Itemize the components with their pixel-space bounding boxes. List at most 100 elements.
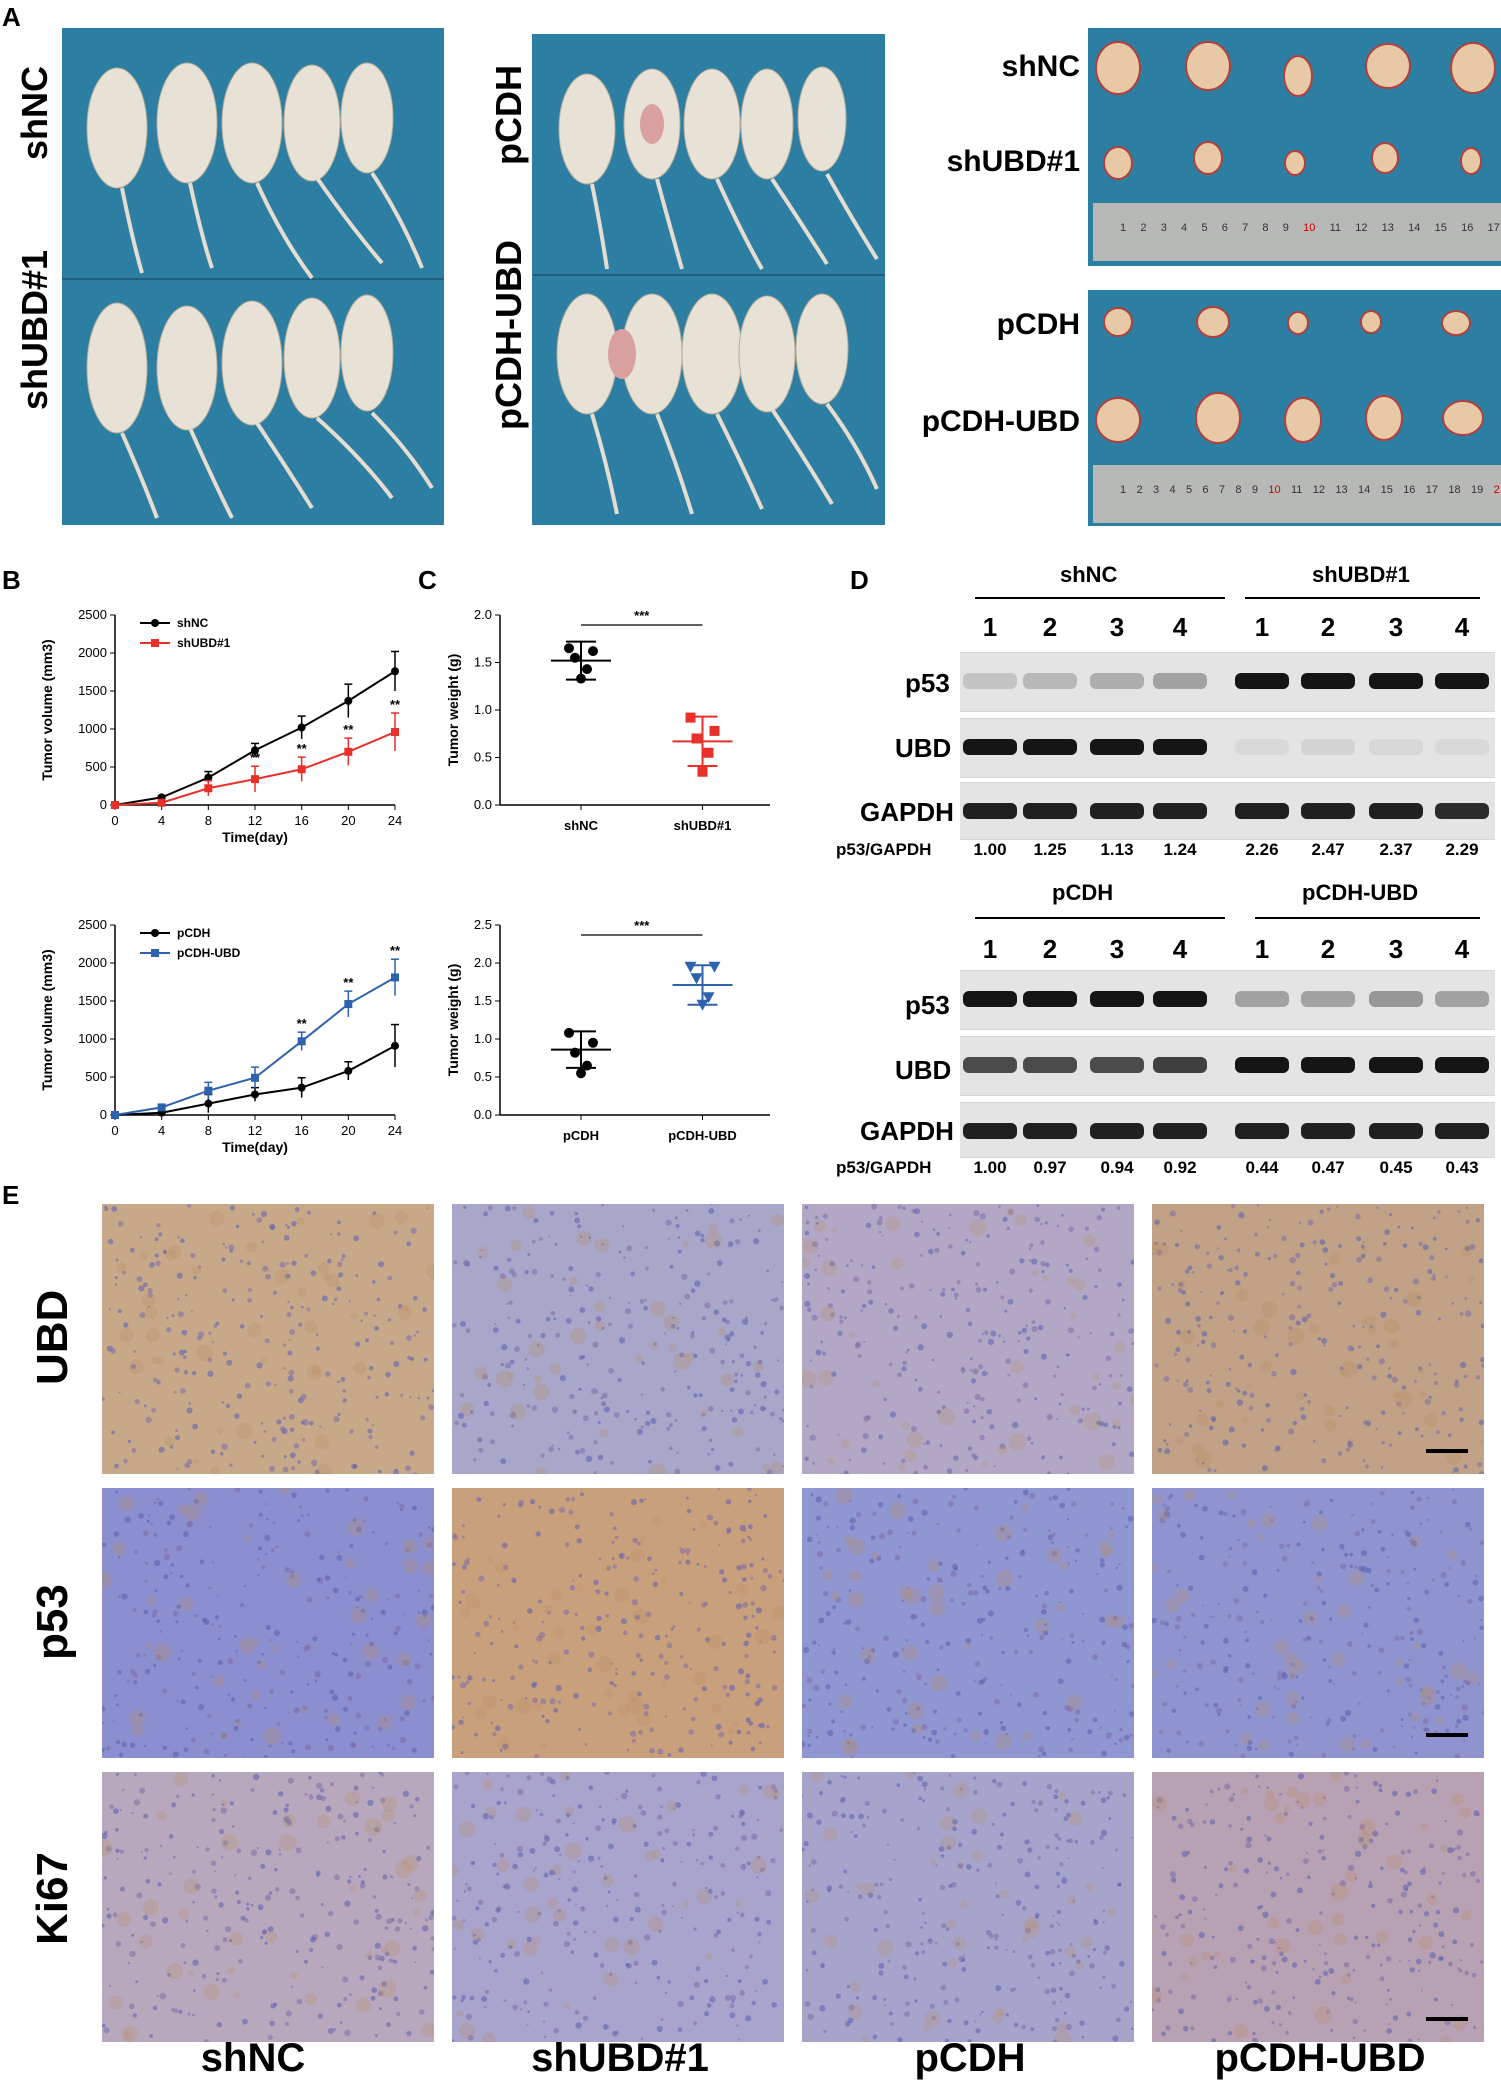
- cell-nucleus: [1015, 1899, 1022, 1906]
- cell-nucleus: [1096, 1214, 1103, 1221]
- ruler-tick: 8: [1262, 222, 1269, 234]
- cell-nucleus: [1345, 1447, 1351, 1452]
- cell-nucleus: [1031, 1800, 1036, 1805]
- cell-nucleus: [555, 1685, 562, 1692]
- cell-nucleus: [1234, 1743, 1238, 1747]
- cell-nucleus: [267, 2034, 273, 2040]
- cell-nucleus: [500, 1699, 503, 1702]
- cell-nucleus: [197, 1265, 202, 1269]
- cell-nucleus: [185, 1919, 189, 1923]
- cell-nucleus: [1479, 1625, 1484, 1630]
- cell-nucleus: [1301, 1696, 1305, 1700]
- ihc-image: [802, 1488, 1134, 1758]
- cell-nucleus: [531, 1405, 537, 1411]
- cell-nucleus: [526, 2023, 529, 2026]
- stain-patch: [344, 1790, 361, 1807]
- cell-nucleus: [1024, 1839, 1030, 1845]
- stain-patch: [1128, 1396, 1134, 1404]
- cell-nucleus: [939, 1315, 943, 1318]
- cell-nucleus: [338, 1272, 344, 1278]
- cell-nucleus: [353, 1919, 360, 1925]
- tumor-photo-overexpression: [1088, 290, 1501, 526]
- cell-nucleus: [887, 1529, 893, 1536]
- cell-nucleus: [994, 1933, 999, 1939]
- cell-nucleus: [1164, 1505, 1171, 1512]
- cell-nucleus: [974, 1660, 981, 1667]
- cell-nucleus: [660, 1386, 666, 1392]
- cell-nucleus: [256, 1362, 263, 1369]
- cell-nucleus: [542, 2020, 546, 2023]
- ratio-value: 0.92: [1163, 1158, 1197, 1177]
- cell-nucleus: [848, 1499, 852, 1503]
- cell-nucleus: [1339, 1366, 1344, 1371]
- stain-patch: [507, 1372, 515, 1379]
- cell-nucleus: [846, 1264, 849, 1267]
- stain-patch: [636, 1713, 651, 1727]
- cell-nucleus: [848, 1458, 852, 1462]
- cell-nucleus: [155, 1260, 161, 1267]
- cell-nucleus: [974, 1393, 981, 1401]
- cell-nucleus: [418, 2009, 425, 2015]
- cell-nucleus: [767, 1573, 773, 1579]
- cell-nucleus: [1229, 1994, 1232, 1997]
- cell-nucleus: [1059, 1961, 1062, 1965]
- cell-nucleus: [1397, 1431, 1402, 1435]
- cell-nucleus: [296, 1640, 299, 1643]
- cell-nucleus: [1170, 1877, 1177, 1883]
- cell-nucleus: [1464, 1465, 1468, 1469]
- cell-nucleus: [1407, 1937, 1413, 1943]
- stain-patch: [1466, 1275, 1475, 1283]
- stain-patch: [696, 1888, 712, 1905]
- cell-nucleus: [678, 1560, 682, 1565]
- cell-nucleus: [234, 1488, 241, 1493]
- cell-nucleus: [921, 1912, 925, 1916]
- mice-label-pcdh: pCDH: [488, 65, 529, 165]
- stain-patch: [996, 1569, 1014, 1588]
- y-tick-label: 0.5: [474, 1069, 492, 1084]
- cell-nucleus: [1249, 1392, 1255, 1398]
- cell-nucleus: [744, 1678, 750, 1685]
- cell-nucleus: [660, 2018, 664, 2022]
- cell-nucleus: [1323, 1960, 1328, 1965]
- cell-nucleus: [1180, 1923, 1186, 1929]
- cell-nucleus: [351, 1632, 356, 1637]
- stain-patch: [644, 1850, 657, 1862]
- stain-patch: [902, 1645, 919, 1662]
- cell-nucleus: [145, 1561, 148, 1565]
- cell-nucleus: [940, 1854, 945, 1858]
- cell-nucleus: [1400, 1891, 1408, 1898]
- cell-nucleus: [737, 1668, 745, 1675]
- cell-nucleus: [1034, 1884, 1040, 1890]
- cell-nucleus: [1245, 1638, 1250, 1643]
- cell-nucleus: [714, 1895, 719, 1899]
- cell-nucleus: [1058, 1402, 1062, 1406]
- cell-nucleus: [714, 1465, 721, 1471]
- cell-nucleus: [287, 1350, 293, 1356]
- cell-nucleus: [359, 1975, 365, 1981]
- cell-nucleus: [172, 1855, 176, 1859]
- cell-nucleus: [1479, 1960, 1484, 1964]
- stain-patch: [830, 1590, 841, 1601]
- cell-nucleus: [722, 1684, 728, 1690]
- cell-nucleus: [628, 1301, 631, 1305]
- cell-nucleus: [1312, 1968, 1315, 1971]
- cell-nucleus: [1023, 1627, 1029, 1632]
- cell-nucleus: [1303, 1601, 1308, 1606]
- cell-nucleus: [535, 1531, 541, 1537]
- cell-nucleus: [923, 1442, 926, 1445]
- cell-nucleus: [355, 1274, 359, 1277]
- cell-nucleus: [1027, 1847, 1033, 1853]
- cell-nucleus: [934, 1942, 938, 1945]
- cell-nucleus: [480, 1248, 483, 1252]
- cell-nucleus: [1421, 1728, 1424, 1731]
- cell-nucleus: [1420, 1643, 1427, 1649]
- cell-nucleus: [1126, 1386, 1133, 1393]
- cell-nucleus: [662, 1846, 666, 1851]
- cell-nucleus: [158, 1446, 165, 1453]
- cell-nucleus: [542, 1841, 547, 1846]
- cell-nucleus: [183, 1961, 187, 1965]
- cell-nucleus: [384, 1542, 389, 1546]
- cell-nucleus: [1229, 1956, 1236, 1963]
- cell-nucleus: [207, 1714, 212, 1719]
- cell-nucleus: [336, 1232, 341, 1236]
